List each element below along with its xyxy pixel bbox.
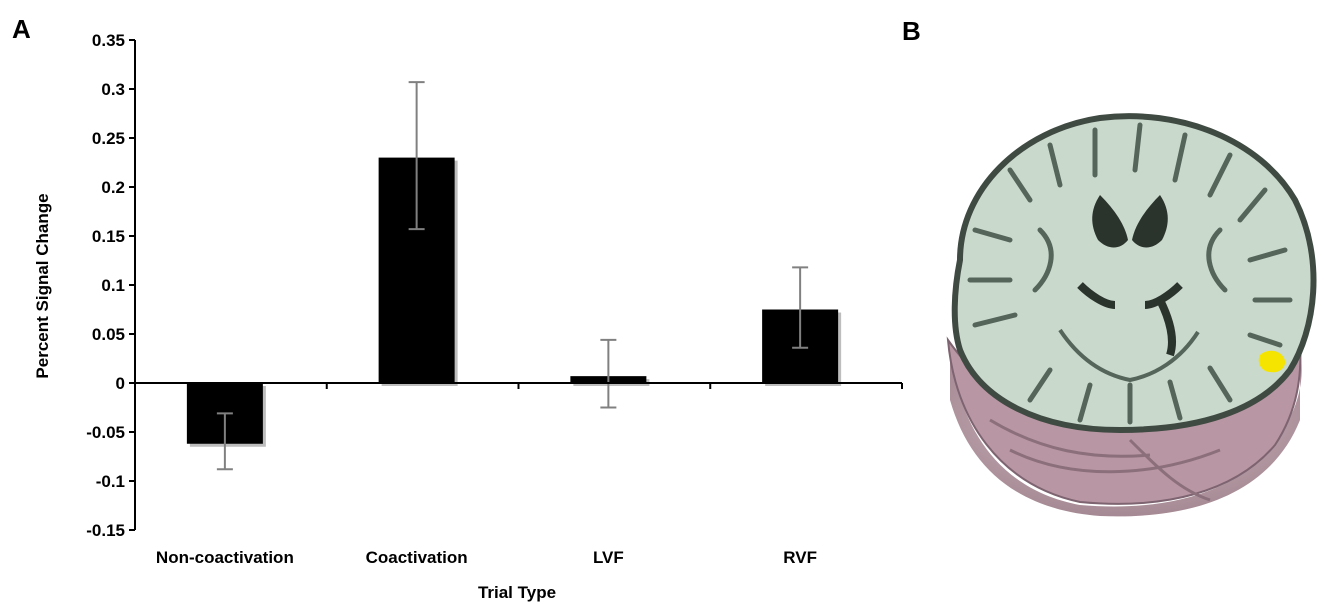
error-bars xyxy=(216,81,809,471)
brain-slice-image xyxy=(946,113,1317,517)
y-tick-label: -0.1 xyxy=(96,472,125,491)
x-axis-title: Trial Type xyxy=(478,583,556,602)
sulci xyxy=(967,122,1293,425)
ventricle-right xyxy=(1132,195,1168,248)
bar-chart: 0.35 0.3 0.25 0.2 0.15 0.1 0.05 0 -0.05 -0.1 -0.15… xyxy=(33,31,903,602)
y-tick-label: 0.2 xyxy=(101,178,125,197)
x-tick-labels: Non-coactivation Coactivation LVF RVF xyxy=(156,548,817,567)
axes xyxy=(129,39,903,531)
y-axis-title: Percent Signal Change xyxy=(33,193,52,378)
y-tick-label: 0.15 xyxy=(92,227,125,246)
y-tick-label: 0.35 xyxy=(92,31,125,50)
panel-b-label: B xyxy=(902,16,921,46)
y-tick-label: -0.15 xyxy=(86,521,125,540)
panel-a-label: A xyxy=(12,14,31,44)
y-tick-label: 0 xyxy=(116,374,125,393)
x-tick-label: RVF xyxy=(783,548,817,567)
y-tick-label: -0.05 xyxy=(86,423,125,442)
axial-slice xyxy=(951,113,1317,434)
y-tick-label: 0.05 xyxy=(92,325,125,344)
y-tick-label: 0.3 xyxy=(101,80,125,99)
cortex-folds xyxy=(989,418,1221,502)
x-tick-label: Coactivation xyxy=(366,548,468,567)
bars xyxy=(186,157,842,447)
x-tick-label: LVF xyxy=(593,548,624,567)
cerebellum-fold xyxy=(1058,328,1200,383)
y-tick-labels: 0.35 0.3 0.25 0.2 0.15 0.1 0.05 0 -0.05 -0.1 -0.15 xyxy=(86,31,125,540)
x-tick-label: Non-coactivation xyxy=(156,548,294,567)
activation-spot xyxy=(1258,350,1286,373)
y-tick-label: 0.1 xyxy=(101,276,125,295)
y-tick-label: 0.25 xyxy=(92,129,125,148)
ventricle-posterior xyxy=(1077,282,1183,357)
ventricle-left xyxy=(1092,195,1128,248)
